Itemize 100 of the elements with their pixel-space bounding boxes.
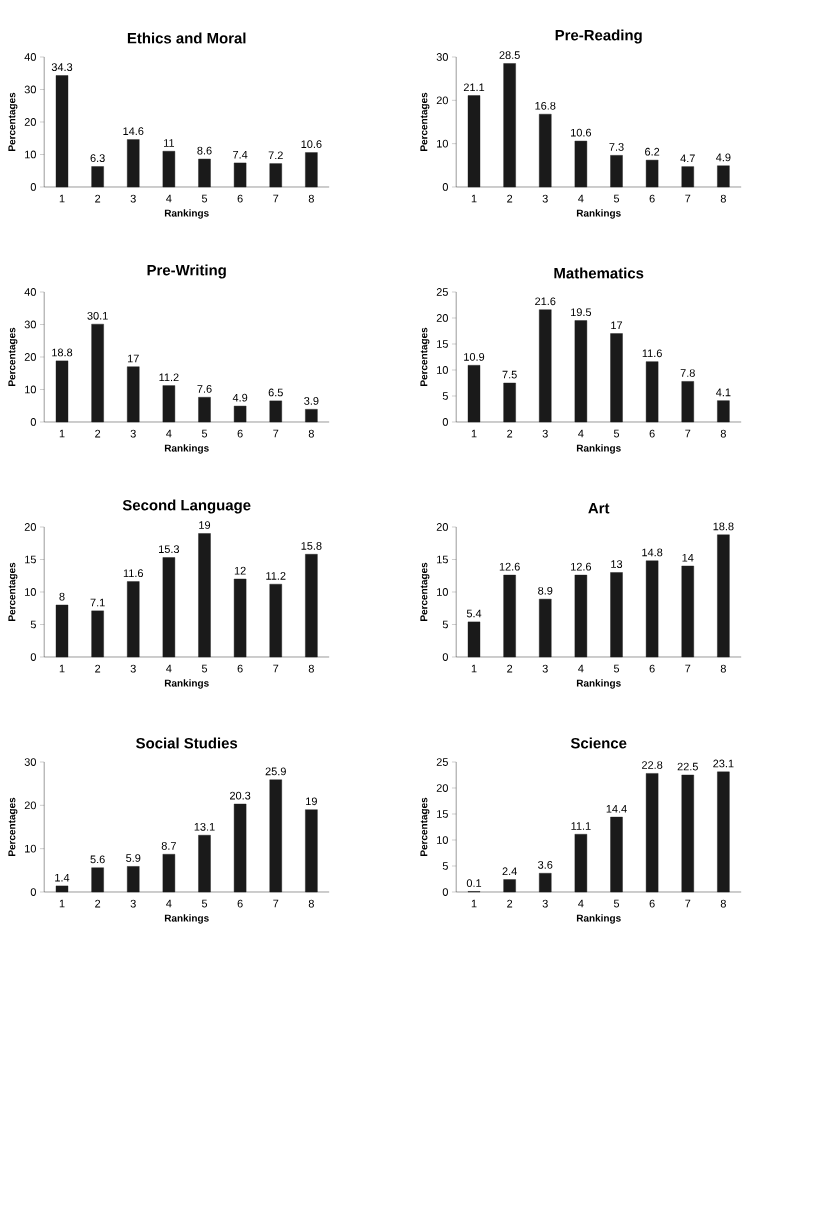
x-tick-label: 4	[578, 194, 584, 203]
x-tick-label: 8	[308, 429, 314, 438]
x-tick-label: 5	[613, 429, 620, 438]
x-tick-label: 7	[273, 429, 279, 438]
y-tick-label: 10	[437, 836, 448, 844]
x-tick-label: 1	[471, 664, 477, 673]
data-label: 0.1	[466, 879, 482, 887]
data-label: 7.2	[268, 151, 283, 160]
data-label: 13	[611, 560, 623, 568]
y-tick-label: 5	[442, 862, 448, 870]
x-tick-label: 6	[649, 899, 655, 908]
x-tick-label: 1	[471, 899, 477, 908]
y-tick-label: 10	[437, 588, 448, 596]
data-label: 4.9	[716, 153, 731, 162]
x-tick-label: 3	[130, 429, 136, 438]
bar	[233, 162, 247, 188]
data-label: 8.6	[197, 146, 212, 155]
data-label: 6.3	[90, 154, 105, 162]
bar	[198, 533, 211, 658]
y-tick-label: 20	[436, 314, 448, 322]
bar	[305, 554, 318, 658]
bar	[198, 158, 211, 188]
data-label: 7.6	[197, 385, 212, 393]
bar	[233, 803, 247, 893]
y-tick-label: 0	[30, 418, 36, 426]
x-tick-label: 5	[613, 194, 620, 203]
y-axis-title: Percentages	[8, 797, 18, 856]
bar	[503, 574, 516, 658]
x-axis-title: Rankings	[164, 209, 209, 219]
y-tick-label: 20	[436, 96, 448, 105]
x-axis-title: Rankings	[164, 679, 209, 689]
bar	[539, 873, 552, 893]
chart-title: Pre-Writing	[147, 264, 226, 279]
bar	[681, 381, 694, 423]
data-label: 16.8	[535, 101, 556, 110]
bar	[127, 139, 140, 188]
bar	[127, 866, 140, 893]
bar	[503, 63, 516, 188]
y-tick-label: 30	[436, 53, 448, 61]
data-label: 14	[682, 553, 694, 562]
x-tick-label: 8	[308, 899, 314, 908]
data-label: 7.5	[502, 370, 517, 379]
y-tick-label: 15	[437, 555, 448, 564]
bar	[91, 166, 104, 188]
x-tick-label: 5	[201, 194, 208, 203]
bar	[127, 581, 140, 658]
data-label: 28.5	[499, 51, 520, 59]
data-label: 14.4	[606, 805, 627, 813]
bar	[162, 151, 176, 188]
data-label: 22.8	[642, 761, 663, 769]
y-axis-title: Percentages	[420, 562, 430, 621]
data-label: 30.1	[87, 311, 108, 320]
y-tick-label: 30	[24, 758, 36, 766]
x-axis-title: Rankings	[164, 914, 209, 924]
bar	[681, 166, 694, 188]
bar	[574, 834, 588, 893]
data-label: 4.1	[716, 388, 731, 397]
bar	[305, 809, 318, 893]
y-tick-label: 0	[30, 183, 36, 191]
bar	[645, 560, 659, 658]
y-axis-title: Percentages	[420, 797, 430, 856]
x-tick-label: 1	[59, 429, 65, 438]
y-tick-label: 0	[30, 653, 36, 661]
data-label: 4.9	[232, 393, 248, 402]
bar	[233, 405, 247, 423]
bar	[645, 361, 659, 423]
bar	[162, 557, 176, 658]
data-label: 18.8	[713, 522, 734, 531]
x-tick-label: 8	[720, 899, 726, 908]
x-tick-label: 4	[578, 429, 584, 438]
data-label: 13.1	[194, 822, 215, 831]
data-label: 6.5	[268, 388, 283, 397]
bar	[198, 397, 211, 423]
x-tick-label: 4	[166, 899, 172, 908]
y-tick-label: 40	[24, 53, 36, 61]
y-tick-label: 0	[442, 653, 448, 661]
x-tick-label: 4	[166, 664, 172, 673]
x-tick-label: 5	[201, 429, 208, 438]
x-tick-label: 5	[201, 664, 208, 673]
bar	[610, 816, 623, 893]
y-tick-label: 0	[442, 183, 448, 191]
bar	[162, 385, 176, 423]
bar	[55, 885, 69, 893]
data-label: 3.9	[304, 397, 319, 405]
x-axis-title: Rankings	[576, 444, 621, 454]
x-tick-label: 3	[542, 664, 548, 673]
y-tick-label: 20	[436, 523, 448, 531]
chart-title: Science	[570, 737, 627, 749]
data-label: 10.9	[464, 353, 485, 361]
bar	[55, 604, 69, 658]
bar	[269, 583, 282, 658]
chart-title: Art	[588, 503, 610, 514]
chart-title: Second Language	[122, 499, 251, 514]
bar	[467, 95, 481, 188]
x-tick-label: 7	[273, 194, 279, 203]
x-tick-label: 7	[273, 899, 279, 908]
data-label: 10.6	[571, 128, 592, 137]
x-tick-label: 2	[95, 899, 101, 908]
bar	[162, 854, 176, 893]
bar	[717, 534, 730, 658]
